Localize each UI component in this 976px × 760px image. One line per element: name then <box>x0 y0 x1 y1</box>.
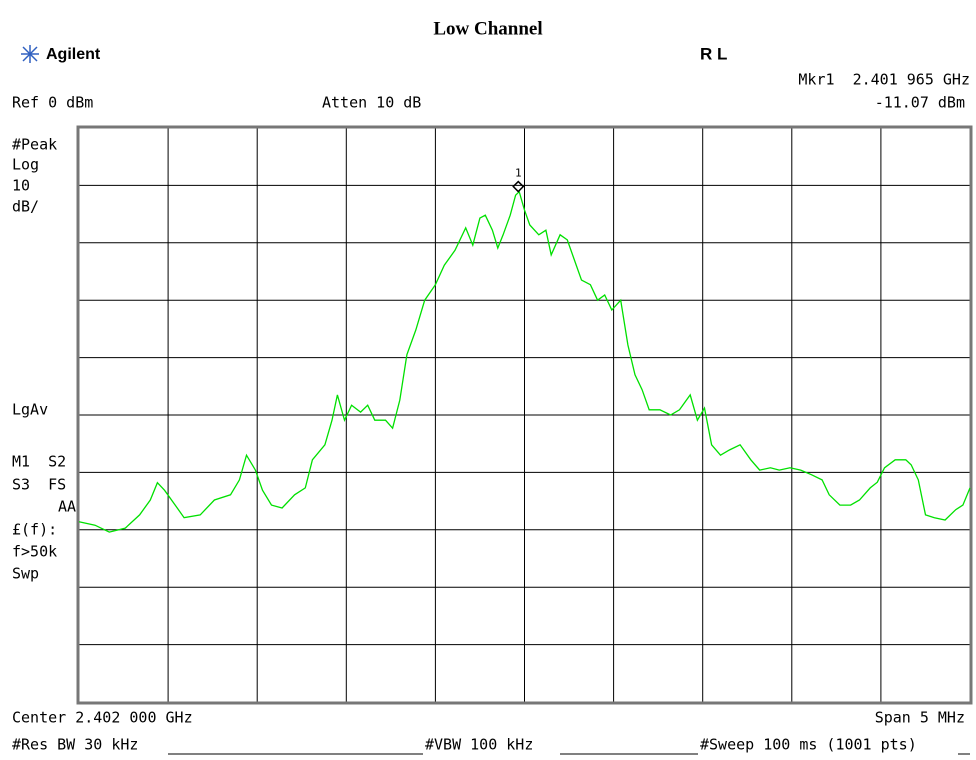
side-label: 10 <box>12 177 30 195</box>
vbw: #VBW 100 kHz <box>425 736 533 754</box>
trace <box>78 190 971 533</box>
side-label: M1 S2 <box>12 453 66 471</box>
brand: Agilent <box>46 46 101 63</box>
ref-level: Ref 0 dBm <box>12 94 93 112</box>
marker-amplitude: -11.07 dBm <box>875 94 965 112</box>
atten: Atten 10 dB <box>322 94 421 112</box>
side-label: #Peak <box>12 136 57 154</box>
side-label: £(f): <box>12 521 57 539</box>
side-label: AA <box>58 498 76 516</box>
span: Span 5 MHz <box>875 709 965 727</box>
side-label: dB/ <box>12 198 39 216</box>
side-label: LgAv <box>12 401 48 419</box>
sweep: #Sweep 100 ms (1001 pts) <box>700 736 917 754</box>
side-label: f>50k <box>12 543 57 561</box>
center: Center 2.402 000 GHz <box>12 709 193 727</box>
marker <box>512 180 525 193</box>
res-bw: #Res BW 30 kHz <box>12 736 138 754</box>
agilent-logo <box>21 45 39 63</box>
side-label: S3 FS <box>12 476 66 494</box>
plot-frame <box>76 125 973 705</box>
marker-frequency: Mkr1 2.401 965 GHz <box>798 71 970 89</box>
status: R L <box>700 44 727 63</box>
side-label: Swp <box>12 565 39 583</box>
chart-title: Low Channel <box>433 18 542 39</box>
marker-label: 1 <box>515 167 522 180</box>
side-label: Log <box>12 156 39 174</box>
